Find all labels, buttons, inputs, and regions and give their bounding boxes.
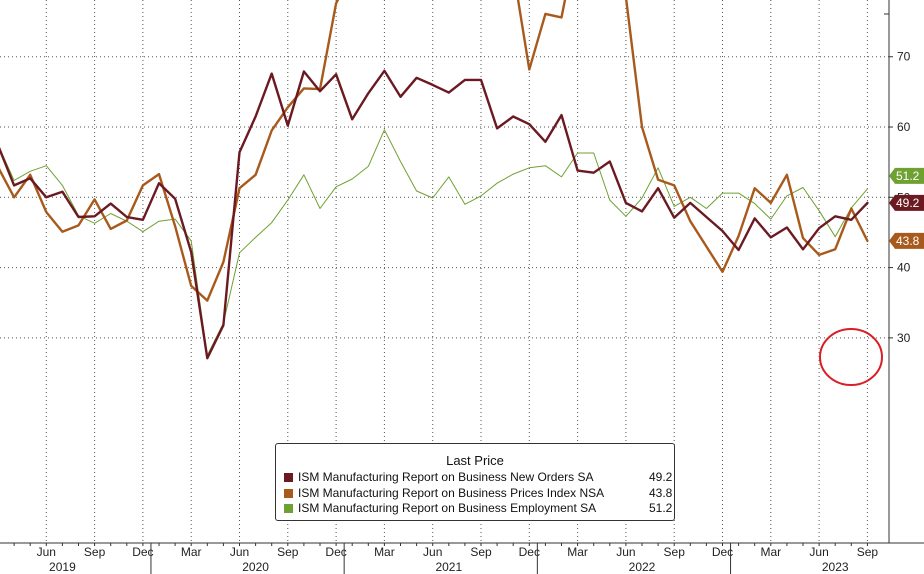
legend-swatch-new-orders xyxy=(284,473,293,482)
x-tick-label-2022-06: Jun xyxy=(616,545,635,559)
year-label-2021: 2021 xyxy=(435,560,462,574)
legend-title: Last Price xyxy=(446,453,504,468)
last-value-tag-bg-employment xyxy=(889,167,924,184)
legend-value-prices: 43.8 xyxy=(649,486,673,500)
legend-swatch-employment xyxy=(284,504,293,513)
last-value-tag-new-orders: 49.2 xyxy=(889,194,924,211)
last-value-tag-bg-new-orders xyxy=(889,194,924,211)
x-tick-label-2020-03: Mar xyxy=(181,545,202,559)
x-tick-label-2022-12: Dec xyxy=(712,545,733,559)
series-line-employment xyxy=(0,129,868,356)
last-value-tag-text-employment: 51.2 xyxy=(896,169,920,183)
legend-item-new-orders: ISM Manufacturing Report on Business New… xyxy=(284,470,672,485)
x-tick-label-2020-06: Jun xyxy=(230,545,249,559)
x-tick-label-2021-12: Dec xyxy=(519,545,540,559)
legend-label-employment: ISM Manufacturing Report on Business Emp… xyxy=(298,501,597,515)
legend-item-prices: ISM Manufacturing Report on Business Pri… xyxy=(284,486,672,501)
legend: Last Price ISM Manufacturing Report on B… xyxy=(275,443,675,521)
x-tick-label-2019-06: Jun xyxy=(37,545,56,559)
last-value-tag-bg-prices xyxy=(889,232,924,249)
x-tick-label-2021-06: Jun xyxy=(423,545,442,559)
legend-swatch-prices xyxy=(284,489,293,498)
year-label-2019: 2019 xyxy=(49,560,76,574)
x-tick-label-2023-06: Jun xyxy=(809,545,828,559)
x-tick-label-2019-12: Dec xyxy=(132,545,153,559)
x-tick-label-2023-09: Sep xyxy=(857,545,879,559)
year-label-2022: 2022 xyxy=(629,560,656,574)
y-tick-label-60: 60 xyxy=(897,120,911,134)
legend-label-new-orders: ISM Manufacturing Report on Business New… xyxy=(298,470,594,484)
legend-value-new-orders: 49.2 xyxy=(649,470,673,484)
x-tick-label-2019-09: Sep xyxy=(84,545,106,559)
last-value-labels: 49.2 43.8 51.2 xyxy=(889,167,924,249)
x-tick-label-2021-03: Mar xyxy=(374,545,395,559)
highlight-ellipse xyxy=(819,328,883,386)
x-tick-label-2021-09: Sep xyxy=(470,545,492,559)
y-tick-label-70: 70 xyxy=(897,50,911,64)
legend-item-employment: ISM Manufacturing Report on Business Emp… xyxy=(284,501,672,516)
last-value-tag-text-prices: 43.8 xyxy=(896,234,920,248)
last-value-tag-text-new-orders: 49.2 xyxy=(896,196,920,210)
series-line-prices xyxy=(0,0,869,302)
x-tick-label-2020-09: Sep xyxy=(277,545,299,559)
x-tick-label-2020-12: Dec xyxy=(325,545,346,559)
x-tick-label-2023-03: Mar xyxy=(760,545,781,559)
x-tick-label-2022-03: Mar xyxy=(567,545,588,559)
last-value-tag-prices: 43.8 xyxy=(889,232,924,249)
year-label-2020: 2020 xyxy=(242,560,269,574)
y-tick-label-30: 30 xyxy=(897,331,911,345)
last-value-tag-employment: 51.2 xyxy=(889,167,924,184)
legend-value-employment: 51.2 xyxy=(649,501,673,515)
highlight-annotation xyxy=(819,328,883,386)
legend-label-prices: ISM Manufacturing Report on Business Pri… xyxy=(298,486,605,500)
y-tick-label-40: 40 xyxy=(897,261,911,275)
x-tick-label-2022-09: Sep xyxy=(664,545,686,559)
series-line-new-orders xyxy=(0,69,869,360)
year-label-2023: 2023 xyxy=(822,560,849,574)
series-lines xyxy=(0,0,869,360)
